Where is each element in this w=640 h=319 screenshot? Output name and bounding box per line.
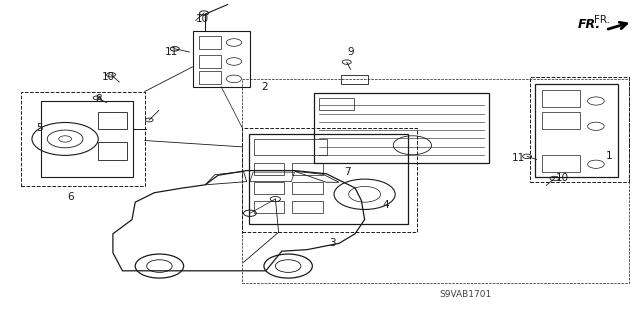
Text: 3: 3 bbox=[330, 238, 336, 248]
Text: FR.: FR. bbox=[577, 18, 600, 31]
Bar bbox=[531, 77, 629, 182]
Text: 1: 1 bbox=[605, 151, 612, 161]
Bar bbox=[314, 93, 489, 163]
Bar bbox=[253, 163, 284, 175]
Bar bbox=[199, 71, 221, 84]
Bar bbox=[99, 142, 127, 160]
Bar bbox=[243, 128, 417, 232]
Text: 2: 2 bbox=[261, 82, 268, 92]
Bar bbox=[41, 101, 133, 177]
Bar bbox=[193, 32, 250, 87]
Bar bbox=[292, 201, 323, 213]
Bar bbox=[536, 84, 618, 177]
Text: 5: 5 bbox=[36, 123, 43, 133]
Text: 8: 8 bbox=[96, 94, 102, 104]
Bar bbox=[253, 201, 284, 213]
Text: 6: 6 bbox=[67, 192, 74, 203]
Text: 7: 7 bbox=[344, 167, 351, 177]
Bar bbox=[292, 163, 323, 175]
Bar bbox=[253, 139, 327, 155]
Bar bbox=[20, 92, 145, 186]
Bar bbox=[541, 112, 580, 130]
Text: FR.: FR. bbox=[594, 15, 610, 26]
Bar bbox=[341, 75, 368, 84]
Text: 11: 11 bbox=[165, 47, 179, 57]
Text: 10: 10 bbox=[196, 14, 209, 24]
Bar bbox=[319, 99, 354, 109]
Bar bbox=[253, 182, 284, 194]
Bar bbox=[199, 36, 221, 49]
Text: 4: 4 bbox=[383, 200, 389, 210]
Bar bbox=[199, 55, 221, 68]
Text: 11: 11 bbox=[512, 153, 525, 163]
Text: 9: 9 bbox=[348, 47, 354, 57]
Text: 10: 10 bbox=[556, 174, 569, 183]
Text: S9VAB1701: S9VAB1701 bbox=[439, 290, 492, 299]
Text: 10: 10 bbox=[102, 72, 115, 82]
Bar bbox=[292, 182, 323, 194]
Bar bbox=[541, 155, 580, 172]
Bar bbox=[541, 90, 580, 107]
Bar bbox=[248, 134, 408, 224]
Bar bbox=[243, 78, 629, 284]
Bar bbox=[99, 112, 127, 130]
